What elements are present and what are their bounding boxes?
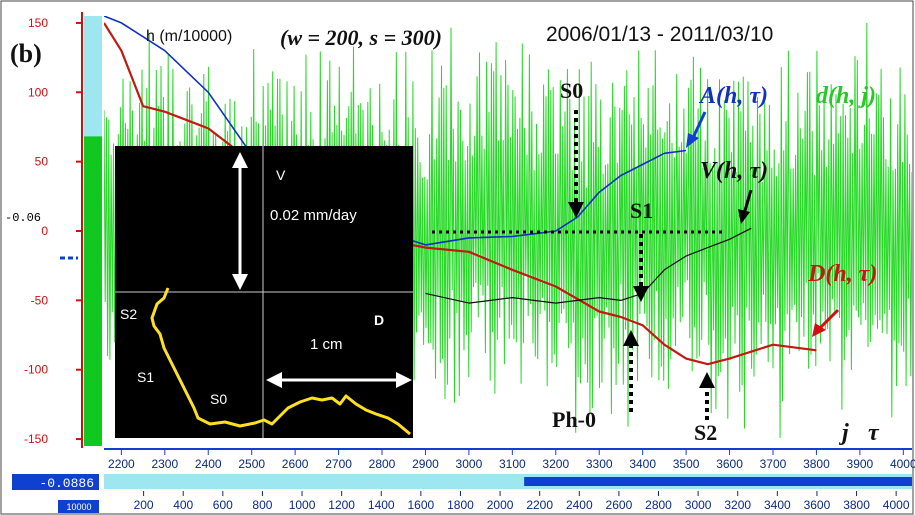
legend-V-arrow (738, 189, 753, 224)
annotation-Ph0-arrow (623, 330, 639, 412)
inset-d-label: D (374, 312, 384, 328)
legend-D: D(h, τ) (807, 261, 877, 287)
inset-S2: S2 (120, 306, 137, 322)
j-tick-label: 1400 (368, 498, 395, 512)
inset-v-scale-arrow (232, 152, 248, 290)
series-V-line (425, 227, 752, 304)
j-tick-label: 400 (173, 498, 193, 512)
inset-d-scale: 1 cm (310, 336, 343, 353)
tau-tick-label: 3900 (847, 457, 874, 471)
j-tick-label: 1800 (447, 498, 474, 512)
j-tick-label: 200 (134, 498, 154, 512)
tau-tick-label: 3000 (456, 457, 483, 471)
j-tick-label: 3400 (764, 498, 791, 512)
legend-d: d(h, j) (816, 83, 876, 109)
inset-v-scale: 0.02 mm/day (270, 207, 357, 224)
tau-tick-label: 3500 (673, 457, 700, 471)
j-tick-label: 1600 (408, 498, 435, 512)
series-D-line (104, 22, 817, 366)
legend-A-arrow (686, 111, 707, 148)
j-tick-label: 600 (213, 498, 233, 512)
j-tick-label: 2600 (606, 498, 633, 512)
legend-D-arrow (812, 308, 840, 337)
params-label: (w = 200, s = 300) (280, 25, 442, 50)
j-tick-label: 3800 (843, 498, 870, 512)
j-tick-label: 3200 (724, 498, 751, 512)
y-tick-label: -50 (31, 293, 49, 307)
tau-tick-label: 3700 (760, 457, 787, 471)
value-box-text: -0.0886 (39, 476, 94, 491)
unit-label: h (m/10000) (146, 28, 232, 45)
scale-tag-text: 10000 (66, 502, 91, 512)
scale-tag-box (58, 500, 99, 513)
j-tick-label: 1000 (289, 498, 316, 512)
tau-tick-label: 3200 (542, 457, 569, 471)
inset-trajectory (150, 287, 411, 436)
y-tick-label: 0 (41, 224, 48, 238)
axis-symbol-tau: τ (868, 420, 880, 446)
y-tick-label: -100 (24, 363, 48, 377)
j-tick-label: 800 (252, 498, 272, 512)
tau-tick-label: 2300 (151, 457, 178, 471)
annotation-S1: S1 (630, 198, 653, 223)
tau-tick-label: 2500 (238, 457, 265, 471)
tau-tick-label: 3600 (716, 457, 743, 471)
inset-S0: S0 (210, 391, 227, 407)
j-tick-label: 2200 (526, 498, 553, 512)
y-tick-label: 100 (28, 85, 48, 99)
value-box (12, 474, 99, 490)
annotation-Ph0: Ph-0 (552, 407, 596, 432)
j-tick-label: 4000 (883, 498, 910, 512)
y-axis-ticks: 150 100 50 0 -50 -100 -150 (24, 16, 82, 446)
y-tick-label: 50 (35, 155, 49, 169)
series-group (104, 16, 817, 366)
j-tick-label: 2000 (487, 498, 514, 512)
y-tick-label: 150 (28, 16, 48, 30)
tau-tick-label: 3800 (803, 457, 830, 471)
annotation-S0: S0 (560, 78, 583, 103)
tau-tick-label: 2800 (369, 457, 396, 471)
tau-axis-ticks: 2200 2300 2400 2500 2600 2700 2800 2900 3000 3100… (108, 449, 915, 471)
series-A-line (104, 16, 687, 246)
annotation-S2-arrow (699, 372, 715, 420)
gauge-marker-label: -0.06 (5, 211, 41, 225)
tau-tick-label: 2200 (108, 457, 135, 471)
j-tick-label: 2800 (645, 498, 672, 512)
tau-tick-label: 4000 (890, 457, 915, 471)
j-tick-label: 2400 (566, 498, 593, 512)
tau-tick-label: 3400 (629, 457, 656, 471)
tau-tick-label: 2900 (412, 457, 439, 471)
j-tick-label: 3600 (804, 498, 831, 512)
j-axis-ticks: 200 400 600 800 1000 1200 1400 1600 1800 2000 2200… (134, 491, 910, 512)
tau-tick-label: 2700 (325, 457, 352, 471)
tau-tick-label: 2600 (282, 457, 309, 471)
inset-S1: S1 (137, 369, 154, 385)
inset-d-scale-arrow (266, 372, 412, 388)
legend-A: A(h, τ) (698, 83, 768, 109)
date-range: 2006/01/13 - 2011/03/10 (546, 23, 773, 46)
inset-v-label: V (276, 167, 286, 183)
tau-tick-label: 2400 (195, 457, 222, 471)
annotation-S0-arrow (568, 110, 584, 218)
tau-tick-label: 3100 (499, 457, 526, 471)
tau-tick-label: 3300 (586, 457, 613, 471)
annotation-S2: S2 (694, 420, 717, 445)
legend-V: V(h, τ) (700, 158, 768, 184)
inset-panel: V 0.02 mm/day D 1 cm S2 S1 S0 (115, 146, 413, 438)
j-tick-label: 1200 (328, 498, 355, 512)
panel-label: (b) (10, 39, 42, 68)
annotation-S1-arrow (633, 234, 649, 302)
bottom-bar-fill (524, 477, 912, 486)
y-tick-label: -150 (24, 432, 48, 446)
left-gauge-level (84, 136, 102, 446)
j-tick-label: 3000 (685, 498, 712, 512)
axis-symbol-j: j (838, 420, 849, 446)
